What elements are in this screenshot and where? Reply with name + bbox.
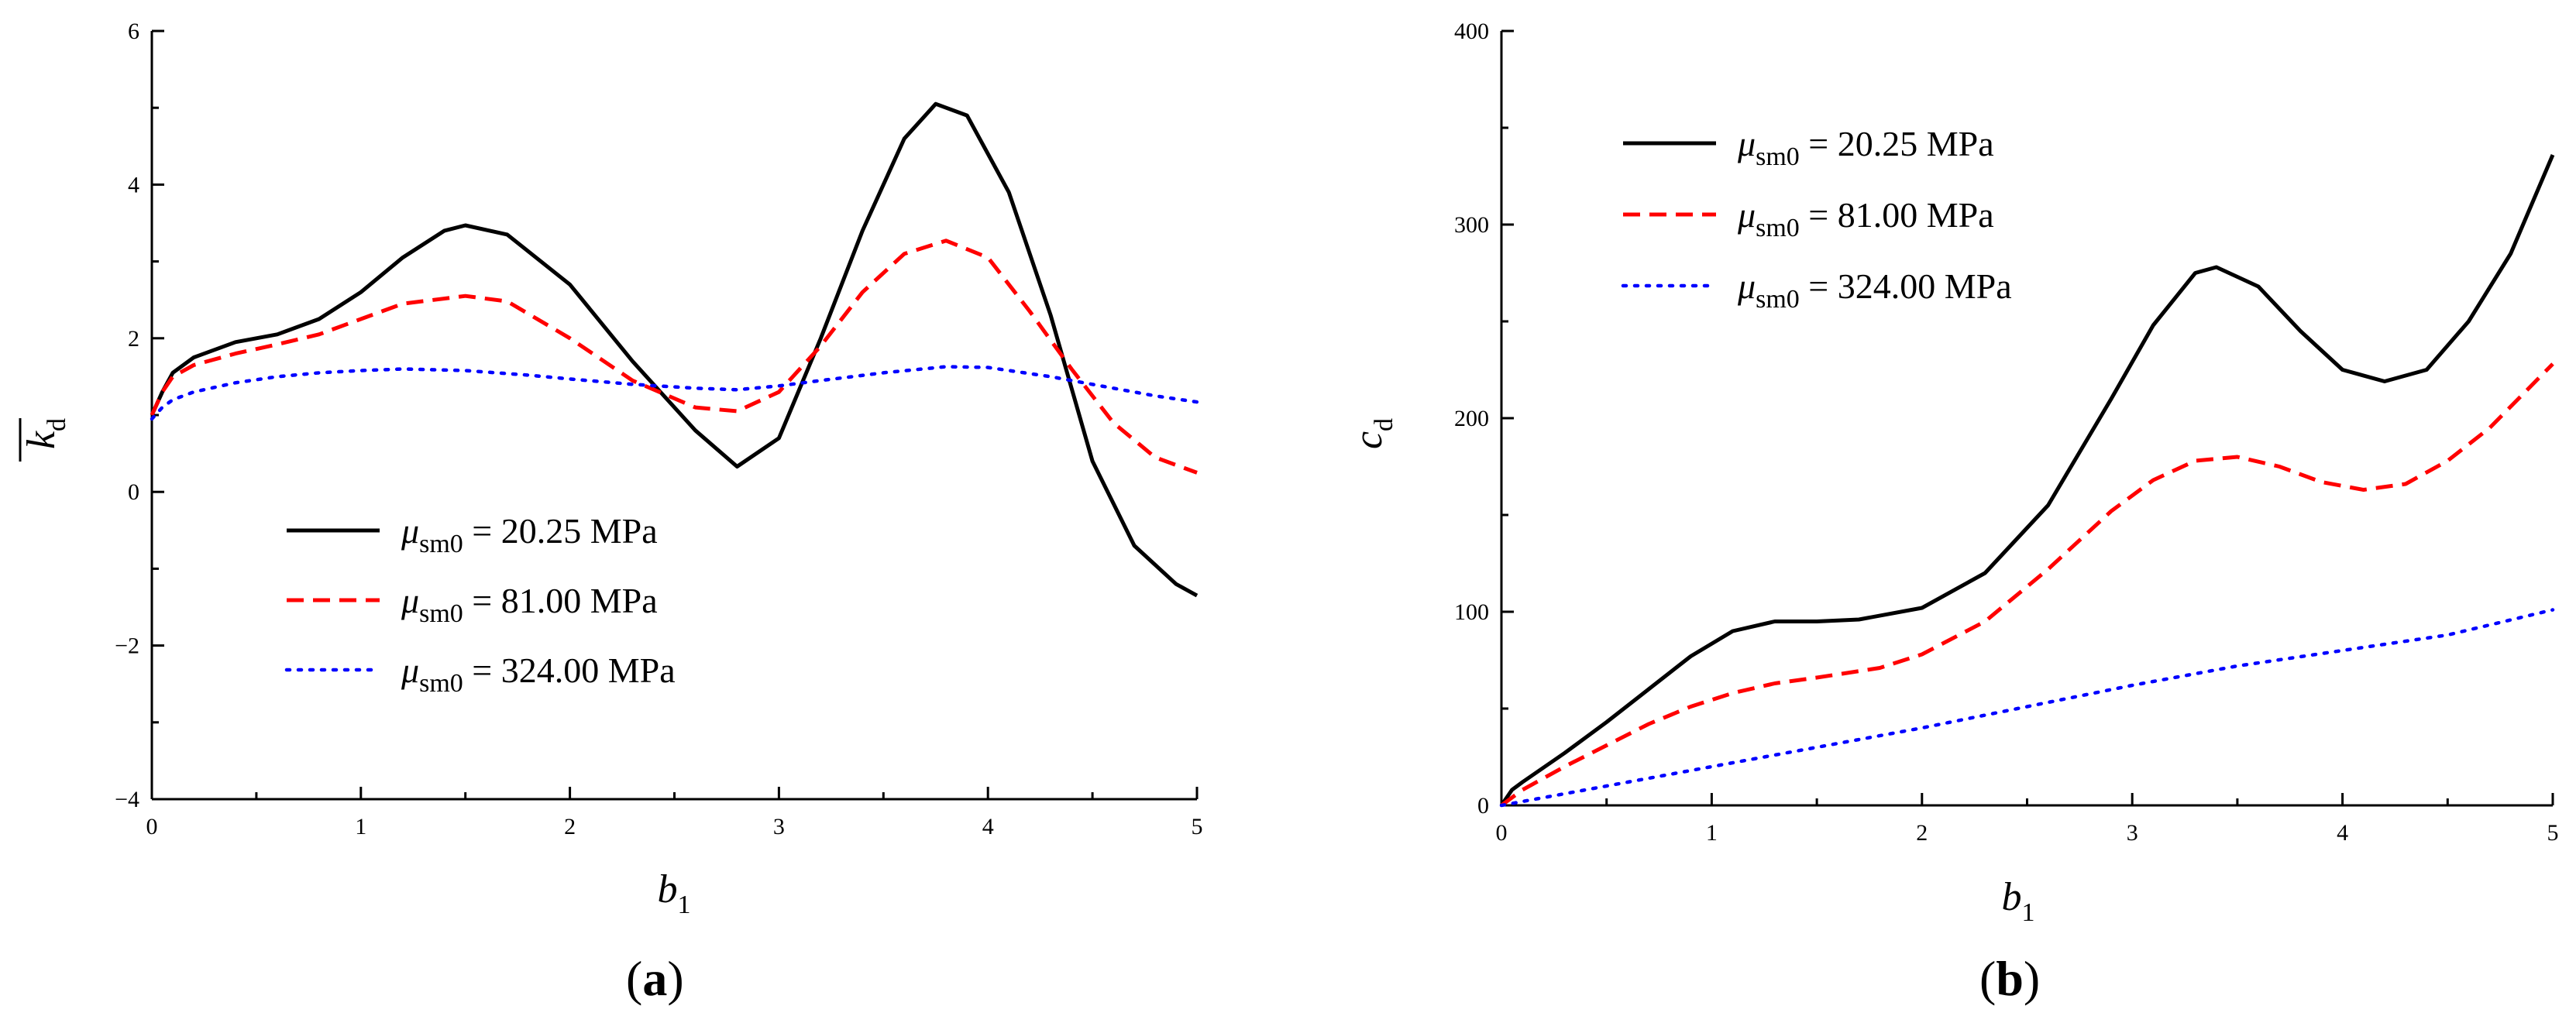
series-line-2	[1500, 362, 2554, 808]
legend-label-3: μsm0 = 324.00 MPa	[401, 650, 676, 698]
x-tick-label: 4	[982, 814, 994, 839]
y-tick-label: 0	[1477, 793, 1489, 819]
y-tick-label: 6	[128, 19, 139, 44]
x-tick-label: 4	[2337, 820, 2348, 846]
x-tick-label: 0	[146, 814, 158, 839]
legend-label-2: μsm0 = 81.00 MPa	[401, 581, 658, 628]
x-tick-label: 1	[355, 814, 366, 839]
x-tick-label: 0	[1496, 820, 1508, 846]
series-line-2	[150, 239, 1198, 475]
y-tick-label: 400	[1454, 19, 1489, 44]
panel-label-a: (a)	[626, 951, 684, 1006]
x-tick-label: 2	[1916, 820, 1928, 846]
y-axis-label-group: cd	[1346, 418, 1398, 449]
x-tick-label: 5	[2547, 820, 2559, 846]
chart-panel-b: 0 1 2 3 4 5 0 100 200 300 400 b1 cd μsm0 = 20.25 MPa μ…	[1346, 19, 2559, 1006]
x-tick-label: 3	[2127, 820, 2138, 846]
series-line-1	[1499, 154, 2555, 807]
x-tick-label: 1	[1706, 820, 1718, 846]
x-tick-label: 5	[1192, 814, 1203, 839]
x-tick-label: 3	[773, 814, 785, 839]
series-line-3	[1499, 608, 2555, 808]
y-tick-label: 4	[128, 172, 139, 197]
legend-label-2: μsm0 = 81.00 MPa	[1737, 195, 1994, 242]
x-axis-label: b1	[2002, 875, 2035, 927]
y-tick-label: −2	[115, 633, 139, 659]
y-tick-label: 300	[1454, 212, 1489, 238]
series-line-1	[150, 101, 1199, 598]
y-tick-label: 100	[1454, 599, 1489, 625]
panel-label-b: (b)	[1979, 951, 2040, 1006]
legend-label-1: μsm0 = 20.25 MPa	[1737, 124, 1994, 171]
series-line-3	[150, 365, 1199, 421]
y-tick-label: 200	[1454, 406, 1489, 431]
y-tick-label: 2	[128, 326, 139, 352]
chart-panel-a: 0 1 2 3 4 5 −4 −2 0 2 4 6 b1 kd μsm0 = 20.25 MPa μsm0 =…	[19, 19, 1203, 1006]
legend-label-1: μsm0 = 20.25 MPa	[401, 511, 658, 558]
y-axis-label: kd	[19, 418, 71, 449]
y-tick-label: 0	[128, 479, 139, 505]
y-axis-label: cd	[1346, 418, 1398, 449]
y-tick-label: −4	[115, 787, 139, 812]
x-tick-label: 2	[564, 814, 576, 839]
y-axis-label-group: kd	[19, 418, 71, 462]
legend-label-3: μsm0 = 324.00 MPa	[1737, 266, 2012, 314]
x-axis-label: b1	[658, 867, 691, 919]
